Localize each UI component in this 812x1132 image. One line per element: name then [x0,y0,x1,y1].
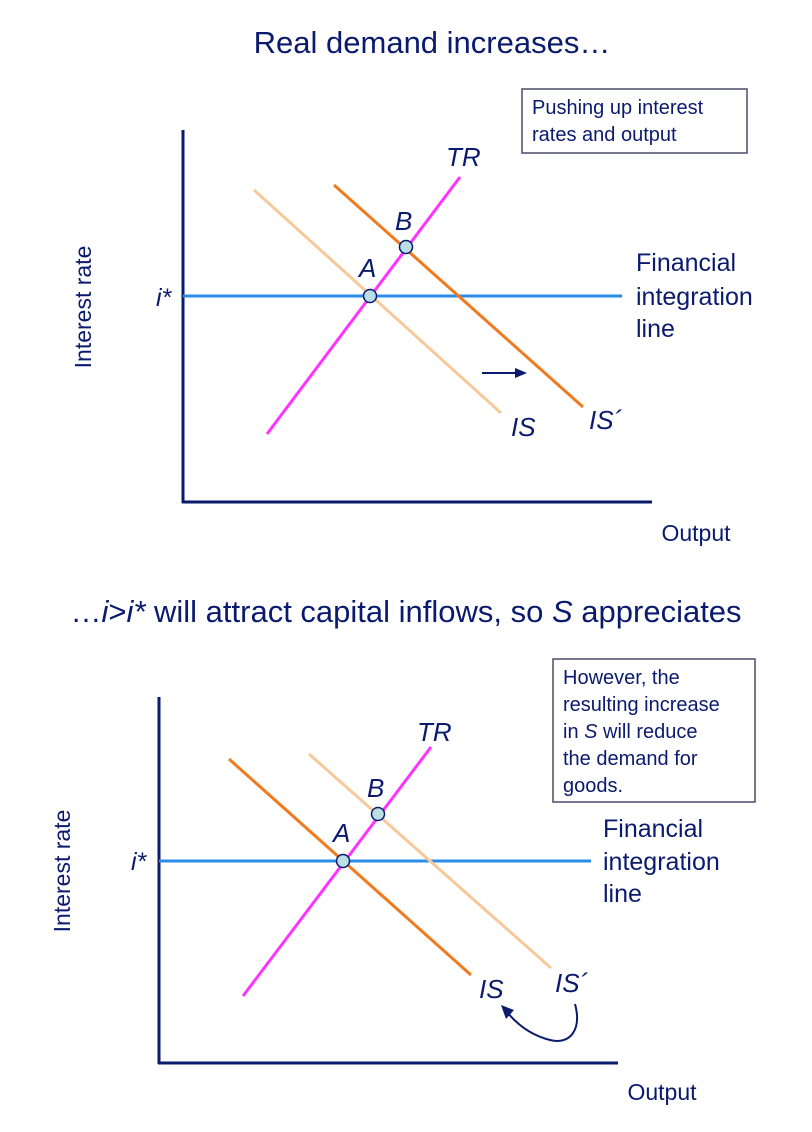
panel-1-x-axis-label: Output [661,520,731,546]
panel-1: Real demand increases… Pushing up intere… [70,25,753,546]
panel-2-note-line-4: the demand for [563,748,698,770]
panel-2-i-star-label: i* [131,848,148,876]
panel-1-point-a [362,288,378,304]
panel-2-tr-label: TR [417,717,452,747]
panel-2-point-b-label: B [367,773,384,803]
panel-1-is-prime-label: IS´ [589,405,623,435]
panel-2-financial-label-2: integration [603,848,720,876]
panel-1-financial-label-1: Financial [636,249,736,277]
panel-1-shift-arrow-head [515,368,527,378]
panel-2-note-line-1: However, the [563,667,680,689]
panel-2-note-line-5: goods. [563,775,623,797]
panel-1-is-prime-curve [333,183,584,409]
panel-1-tr-curve [265,176,462,435]
panel-1-i-star-label: i* [156,284,173,312]
panel-1-is-curve [252,188,503,415]
panel-2-y-axis-label: Interest rate [49,810,75,933]
panel-2-note-line-3: in S will reduce [563,721,698,743]
panel-1-point-b [398,239,414,255]
panel-2-point-a-label: A [331,818,350,848]
panel-2-shift-back-arrow [506,1003,578,1042]
panel-1-financial-label-3: line [636,315,675,343]
panel-1-point-a-label: A [357,253,376,283]
panel-1-tr-label: TR [446,142,481,172]
panel-1-is-label: IS [511,412,536,442]
panel-2-note-box [552,658,756,803]
panel-2-is-prime-label: IS´ [555,968,589,998]
panel-2-note-line-2: resulting increase [563,694,720,716]
panel-2-shift-back-arrow-head [501,1005,514,1019]
panel-2-financial-label-1: Financial [603,815,703,843]
panel-2-tr-curve [241,746,433,997]
panel-2-is-curve [228,757,472,977]
panel-1-title: Real demand increases… [254,25,611,60]
panel-1-point-b-label: B [395,206,412,236]
panel-2-title: …i>i* will attract capital inflows, so S… [70,594,741,629]
panel-2-financial-label-3: line [603,880,642,908]
panel-2-is-prime-curve [308,752,552,970]
panel-1-note-box [521,88,748,154]
panel-2-x-axis-label: Output [627,1079,697,1105]
panel-2-point-a [335,853,351,869]
panel-1-financial-label-2: integration [636,283,753,311]
panel-1-y-axis-label: Interest rate [70,246,96,369]
panel-2-is-label: IS [479,974,504,1004]
panel-2: …i>i* will attract capital inflows, so S… [49,594,756,1105]
panel-1-note-line-2: rates and output [532,124,677,146]
panel-1-note-line-1: Pushing up interest [532,97,704,119]
panel-2-point-b [370,806,386,822]
